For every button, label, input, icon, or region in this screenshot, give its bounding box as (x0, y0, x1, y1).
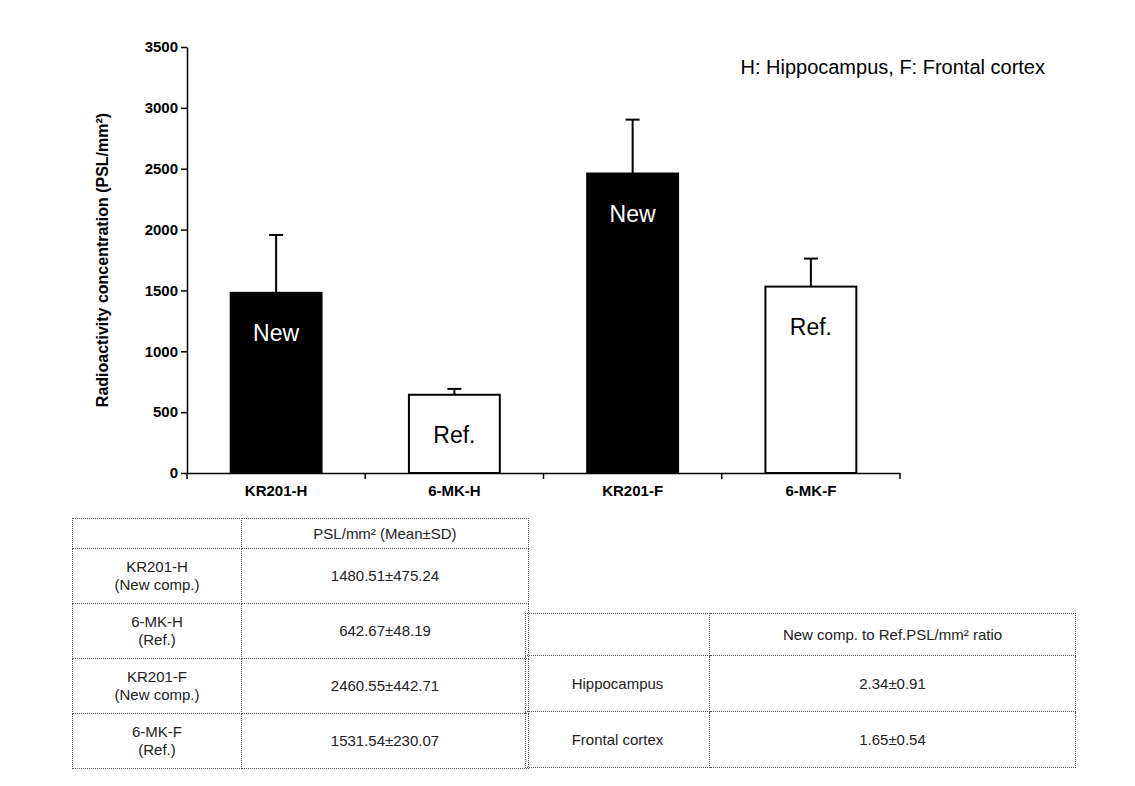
y-tick-label: 1000 (145, 343, 178, 360)
y-tick: 0 (170, 464, 187, 481)
x-tick-label: KR201-H (245, 482, 308, 499)
y-axis: 0 500 1000 1500 2000 2500 3000 3500 (145, 38, 188, 481)
bar-label: Ref. (433, 422, 475, 448)
table-cell: 2460.55±442.71 (242, 659, 529, 714)
table-row: 6-MK-H(Ref.)642.67±48.19 (73, 604, 529, 659)
x-separator (721, 473, 723, 479)
y-axis-title: Radioactivity concentration (PSL/mm²) (94, 113, 111, 407)
cell-line: 6-MK-F (132, 723, 182, 740)
x-separator (365, 473, 367, 479)
x-tick: KR201-H (245, 473, 308, 499)
cell-line: (New comp.) (114, 576, 199, 593)
y-tick: 1500 (145, 282, 187, 299)
bar-label: Ref. (790, 314, 832, 340)
table-cell: Frontal cortex (526, 712, 710, 768)
y-tick-label: 500 (153, 403, 178, 420)
bar (765, 287, 856, 473)
table-cell: 1531.54±230.07 (242, 714, 529, 769)
x-separator (899, 473, 901, 479)
y-tick-mark (181, 108, 187, 110)
bar-label: New (253, 320, 299, 346)
bars (231, 120, 857, 473)
y-tick-label: 2500 (145, 160, 178, 177)
error-cap (447, 388, 461, 390)
table-row: 6-MK-F(Ref.)1531.54±230.07 (73, 714, 529, 769)
table-header: PSL/mm² (Mean±SD) (73, 519, 529, 549)
x-tick: KR201-F (602, 473, 663, 499)
x-tick: 6-MK-H (428, 473, 481, 499)
x-axis: KR201-H 6-MK-H KR201-F 6-MK-F (188, 473, 901, 499)
y-tick: 2000 (145, 221, 187, 238)
error-bar (269, 235, 283, 293)
table-row: Hippocampus2.34±0.91 (526, 656, 1076, 712)
table-cell: KR201-H(New comp.) (73, 549, 242, 604)
error-bar (626, 120, 640, 174)
y-tick-label: 1500 (145, 282, 178, 299)
x-tick-label: 6-MK-F (785, 482, 836, 499)
y-tick-label: 2000 (145, 221, 178, 238)
y-tick-label: 3500 (145, 38, 178, 55)
y-tick-mark (181, 473, 187, 475)
error-cap (626, 119, 640, 121)
error-bar (447, 389, 461, 395)
table-header: New comp. to Ref.PSL/mm² ratio (526, 614, 1076, 656)
cell-line: (New comp.) (114, 686, 199, 703)
table-row: KR201-H(New comp.)1480.51±475.24 (73, 549, 529, 604)
table-cell: Hippocampus (526, 656, 710, 712)
x-separator (186, 473, 188, 479)
cell-line: (Ref.) (138, 631, 176, 648)
y-tick: 2500 (145, 160, 187, 177)
bar (587, 174, 678, 473)
annotation: H: Hippocampus, F: Frontal cortex (740, 56, 1045, 78)
table-cell: 1.65±0.54 (710, 712, 1076, 768)
table-cell: 2.34±0.91 (710, 656, 1076, 712)
error-line (810, 259, 812, 287)
table-cell: 1480.51±475.24 (242, 549, 529, 604)
y-tick: 3500 (145, 38, 187, 55)
error-cap (804, 258, 818, 260)
error-bar (804, 259, 818, 287)
y-tick-mark (181, 229, 187, 231)
y-tick-mark (181, 290, 187, 292)
table-cell: 6-MK-F(Ref.) (73, 714, 242, 769)
x-tick: 6-MK-F (785, 473, 836, 499)
bar (409, 395, 500, 473)
y-tick-mark (181, 412, 187, 414)
table: New comp. to Ref.PSL/mm² ratioHippocampu… (525, 613, 1076, 768)
cell-line: KR201-H (126, 558, 188, 575)
y-axis-line (187, 48, 189, 474)
y-tick: 500 (153, 403, 187, 420)
error-cap (269, 234, 283, 236)
table: PSL/mm² (Mean±SD)KR201-H(New comp.)1480.… (72, 518, 529, 769)
table-row: KR201-F(New comp.)2460.55±442.71 (73, 659, 529, 714)
table-cell: 6-MK-H(Ref.) (73, 604, 242, 659)
y-tick: 3000 (145, 99, 187, 116)
header-cell (73, 519, 242, 549)
x-tick-label: 6-MK-H (428, 482, 481, 499)
cell-line: KR201-F (127, 668, 187, 685)
y-tick-label: 3000 (145, 99, 178, 116)
error-line (275, 235, 277, 293)
y-tick-mark (181, 351, 187, 353)
bar-label: New (610, 201, 656, 227)
x-separator (543, 473, 545, 479)
x-tick-label: KR201-F (602, 482, 663, 499)
error-line (632, 120, 634, 174)
y-tick-mark (181, 168, 187, 170)
y-tick-label: 0 (170, 464, 178, 481)
table-cell: 642.67±48.19 (242, 604, 529, 659)
table-cell: KR201-F(New comp.) (73, 659, 242, 714)
table-row: Frontal cortex1.65±0.54 (526, 712, 1076, 768)
cell-line: (Ref.) (138, 741, 176, 758)
y-tick: 1000 (145, 343, 187, 360)
header-cell: New comp. to Ref.PSL/mm² ratio (710, 614, 1076, 656)
cell-line: 6-MK-H (131, 613, 183, 630)
header-cell: PSL/mm² (Mean±SD) (242, 519, 529, 549)
header-cell (526, 614, 710, 656)
bar (231, 293, 322, 473)
y-tick-mark (181, 47, 187, 49)
